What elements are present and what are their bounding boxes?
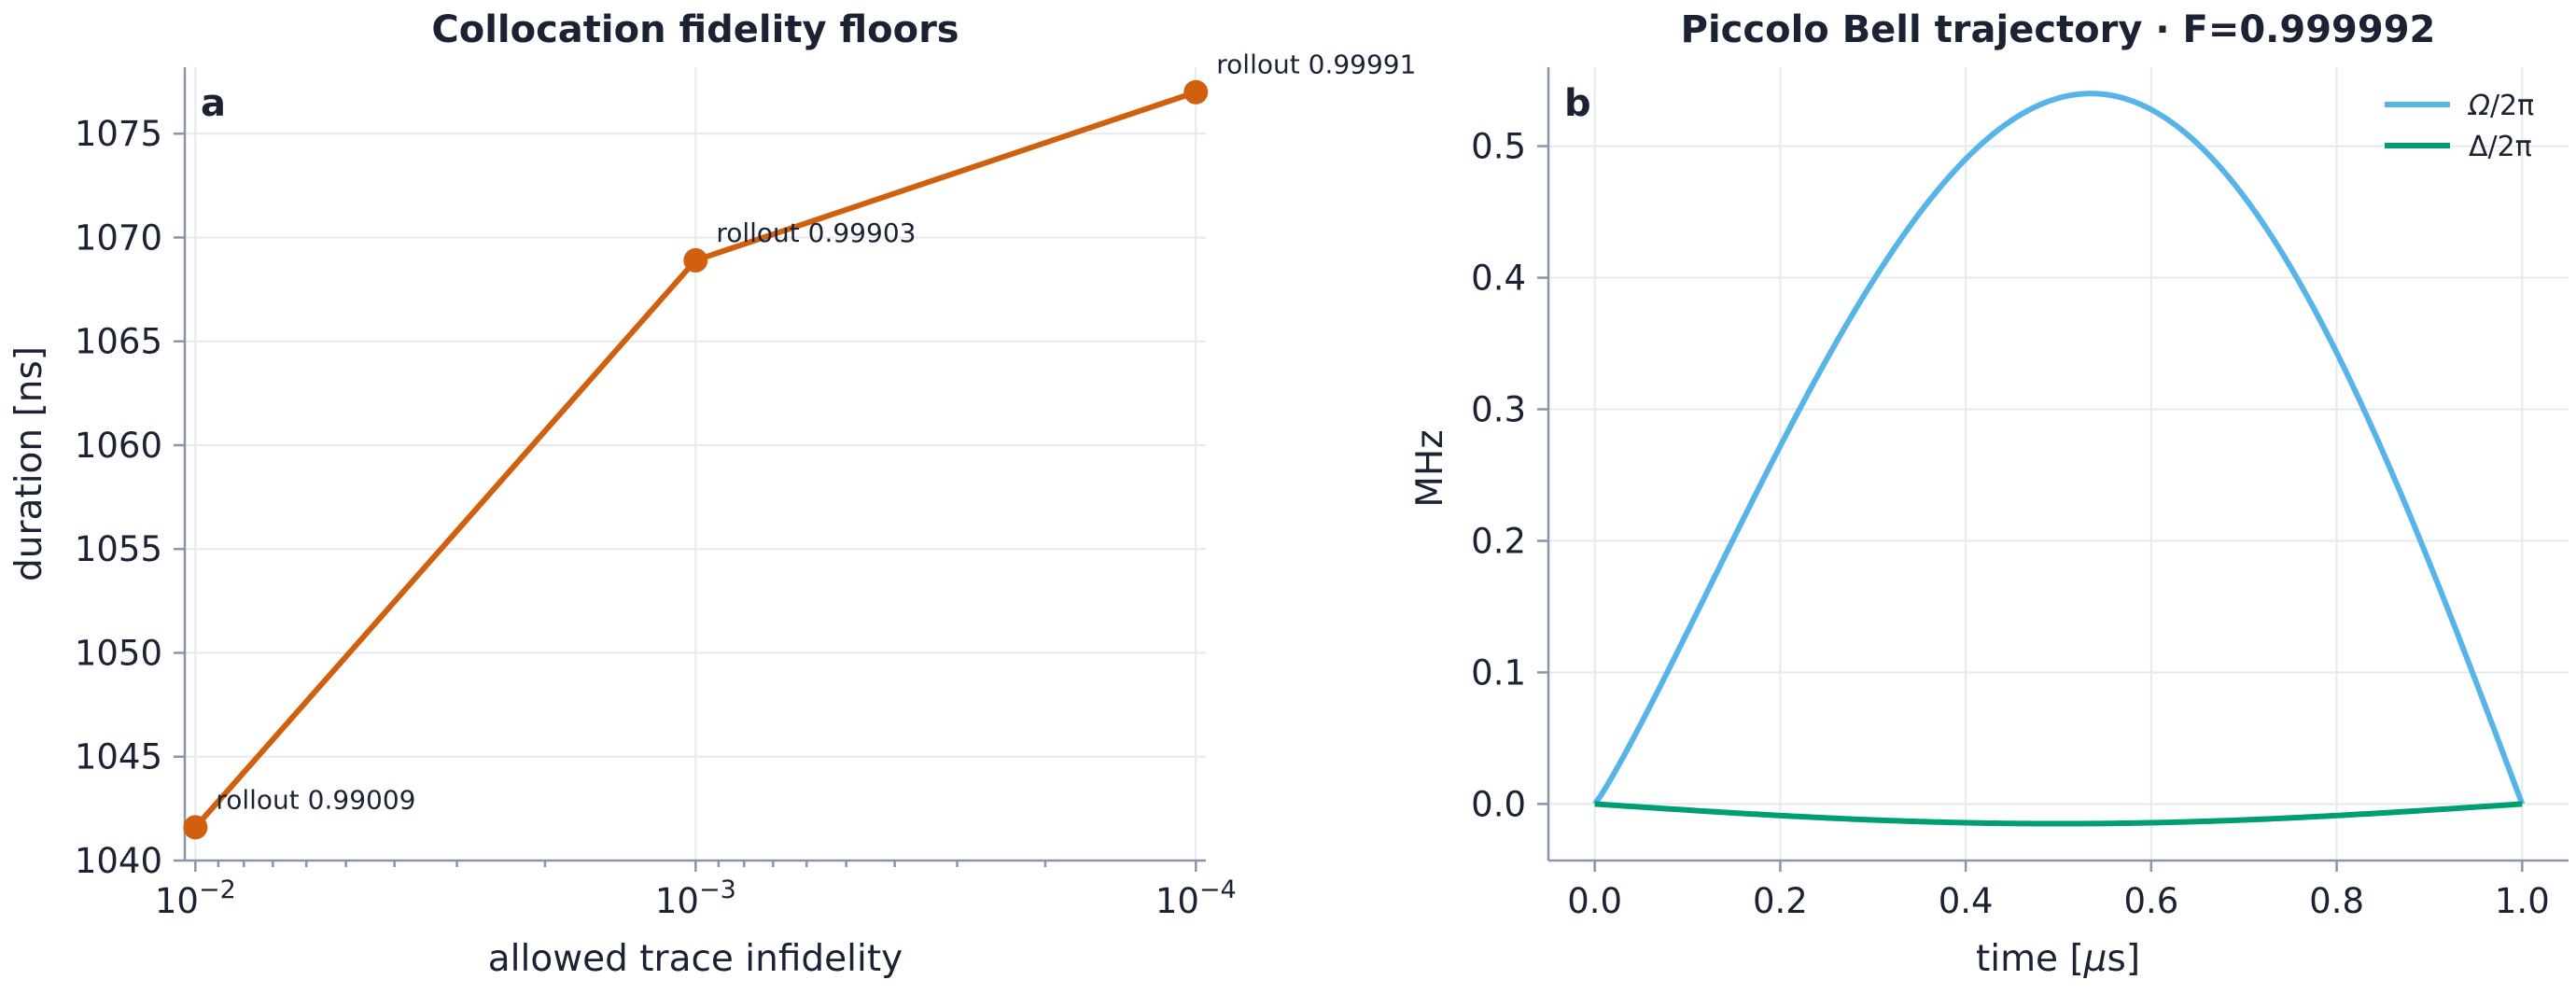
legend-label-delta-symbol: Δ <box>2469 131 2488 163</box>
panel-a-x-tick-exponent: −3 <box>699 875 736 904</box>
panel-b-x-tick-label: 1.0 <box>2495 881 2550 921</box>
panel-a-point-annotation: rollout 0.99991 <box>1216 49 1416 80</box>
panel-b-y-tick-label: 0.1 <box>1471 652 1526 693</box>
legend-label-delta: Δ/2π <box>2469 131 2532 163</box>
legend-label-omega-symbol: Ω <box>2467 90 2490 122</box>
legend-label-omega-suffix: /2π <box>2490 90 2534 122</box>
panel-a-y-tick-label: 1040 <box>75 841 162 881</box>
panel-b-y-tick-label: 0.5 <box>1471 127 1526 167</box>
panel-a-x-tick-base: 10 <box>1155 881 1199 921</box>
panel-b-y-tick-label: 0.0 <box>1471 784 1526 824</box>
panel-a-data-point <box>183 815 208 840</box>
panel-a-x-tick-exponent: −4 <box>1199 875 1237 904</box>
panel-a-y-tick-label: 1050 <box>75 633 162 673</box>
panel-b-x-tick-label: 0.0 <box>1567 881 1622 921</box>
legend-label-omega: Ω/2π <box>2467 90 2534 122</box>
panel-a-x-tick-label: 10−3 <box>655 875 736 921</box>
panel-b-series-delta <box>1594 801 2523 827</box>
panel-b-x-tick-label: 0.8 <box>2309 881 2364 921</box>
panel-a-x-tick-exponent: −2 <box>199 875 236 904</box>
panel-b-plot <box>1592 91 2526 827</box>
panel-a-grid <box>185 67 1206 861</box>
panel-a-data-point <box>683 247 708 273</box>
panel-a-y-tick-label: 1065 <box>75 322 162 362</box>
panel-a-point-annotation: rollout 0.99903 <box>716 217 916 248</box>
panel-a-y-tick-label: 1070 <box>75 217 162 258</box>
panel-b-title: Piccolo Bell trajectory · F=0.999992 <box>1681 8 2436 51</box>
panel-a-x-tick-label: 10−2 <box>155 875 236 921</box>
panel-a-y-tick-label: 1055 <box>75 529 162 569</box>
panel-b-x-label-mu: μ <box>2083 938 2107 980</box>
panel-a-y-tick-label: 1045 <box>75 737 162 777</box>
panel-a-title: Collocation fidelity floors <box>431 8 959 51</box>
panel-a-point-annotation: rollout 0.99009 <box>216 784 415 815</box>
panel-a-x-tick-base: 10 <box>155 881 199 921</box>
panel-b-chart: 0.0 0.2 0.4 0.6 0.8 1.0 0.0 0.1 0.2 0.3 0.4 0.5 Pic… <box>1409 8 2569 980</box>
panel-a-ticks: 10−2 10−3 10−41040104510501055106010651070… <box>75 114 1237 921</box>
panel-a-y-tick-label: 1075 <box>75 114 162 154</box>
panel-b-series-omega <box>1592 91 2526 806</box>
panel-a-x-tick-label: 10−4 <box>1155 875 1237 921</box>
panel-a-x-label: allowed trace infidelity <box>488 938 903 980</box>
panel-b-x-label-suffix: s] <box>2107 938 2141 980</box>
panel-a-y-label: duration [ns] <box>8 346 50 581</box>
panel-b-x-tick-label: 0.6 <box>2123 881 2178 921</box>
panel-b-y-label: MHz <box>1409 429 1451 507</box>
panel-a-x-tick-base: 10 <box>655 881 699 921</box>
panel-b-y-tick-label: 0.4 <box>1471 259 1526 299</box>
panel-a-label: a <box>201 82 226 125</box>
legend-label-delta-suffix: /2π <box>2488 131 2532 163</box>
panel-b-grid <box>1548 67 2569 861</box>
panel-a-y-tick-label: 1060 <box>75 426 162 466</box>
panel-b-legend: Ω/2π Δ/2π <box>2385 90 2534 163</box>
panel-b-ticks: 0.0 0.2 0.4 0.6 0.8 1.0 0.0 0.1 0.2 0.3 0.4 0.5 <box>1471 127 2550 921</box>
panel-a-plot: rollout 0.99009 rollout 0.99903 rollout 0.… <box>183 49 1416 840</box>
panel-b-x-label-prefix: time [ <box>1976 938 2084 980</box>
panel-b-label: b <box>1564 82 1591 125</box>
panel-b-y-tick-label: 0.3 <box>1471 390 1526 430</box>
panel-b-x-label: time [μs] <box>1976 938 2140 980</box>
panel-b-x-tick-label: 0.4 <box>1939 881 1994 921</box>
panel-a-data-point <box>1183 79 1209 105</box>
panel-b-x-tick-label: 0.2 <box>1753 881 1808 921</box>
panel-b-y-tick-label: 0.2 <box>1471 521 1526 561</box>
panel-a-chart: 10−2 10−3 10−41040104510501055106010651070… <box>8 8 1416 980</box>
